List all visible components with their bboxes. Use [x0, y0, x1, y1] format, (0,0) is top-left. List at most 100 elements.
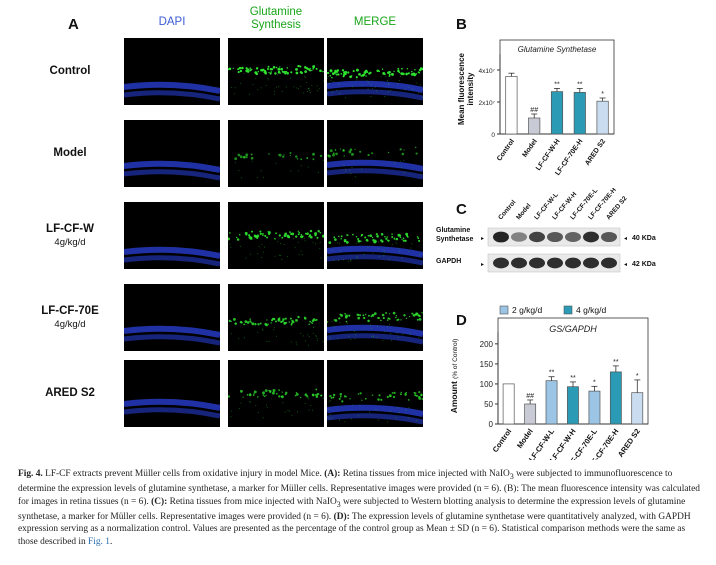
blot-arrow: ◂	[624, 236, 627, 242]
y-tick-label: 100	[480, 380, 494, 389]
legend-label: 4 g/kg/d	[576, 305, 607, 315]
lane-label: Model	[515, 202, 533, 221]
caption-text: The expression levels of glutamine synth…	[18, 511, 691, 547]
blot-arrow: ▸	[481, 236, 484, 242]
column-header-line: MERGE	[353, 16, 397, 28]
merge-fluorescence-image	[327, 232, 423, 266]
significance-mark: **	[554, 81, 560, 88]
bar	[573, 92, 586, 135]
caption-c-label: (C):	[151, 496, 168, 507]
green-fluorescence-image	[228, 229, 324, 260]
image-tile	[228, 120, 324, 187]
blue-fluorescence-image	[124, 246, 220, 267]
bar	[567, 386, 579, 425]
caption-text: were subjected to immunofluorescence to …	[18, 469, 700, 507]
image-tile	[327, 38, 423, 105]
image-tile	[228, 360, 324, 427]
figure-caption: Fig. 4. LF-CF extracts prevent Müller ce…	[18, 468, 700, 548]
merge-fluorescence-image	[327, 311, 423, 345]
blot-band	[583, 257, 599, 269]
legend-label: 2 g/kg/d	[512, 305, 543, 315]
blot-band	[565, 257, 581, 269]
green-fluorescence-image	[228, 315, 324, 346]
bar	[545, 380, 558, 425]
y-axis-label: Amount (% of Control)	[449, 339, 459, 414]
row-label: LF-CF-W 4g/kg/d	[20, 222, 120, 250]
y-tick-label: 2x10⁷	[479, 100, 496, 107]
chart-title: Glutamine Synthetase	[518, 45, 597, 54]
y-tick-label: 0	[491, 132, 495, 139]
blot-band	[493, 231, 509, 243]
significance-mark: **	[549, 370, 555, 377]
panel-b-chart: Glutamine Synthetase Mean fluorescence int…	[457, 39, 615, 177]
legend-swatch	[563, 305, 573, 315]
row-label: Control	[20, 64, 120, 78]
column-header-glutamine: Glutamine Synthesis	[228, 6, 324, 32]
image-tile	[228, 202, 324, 269]
panel-d-chart: 2 g/kg/d 4 g/kg/d GS/GAPDH Amount (% of Con…	[449, 305, 649, 460]
caption-d-label: (D):	[333, 511, 350, 522]
y-tick-label: 150	[480, 360, 494, 369]
blot-band	[529, 257, 545, 269]
image-tile	[228, 38, 324, 105]
kda-label: 40 KDa	[632, 235, 656, 242]
category-label: Control	[491, 427, 514, 454]
bar	[588, 390, 601, 425]
caption-subscript: 3	[336, 499, 341, 509]
panel-a-letter: A	[68, 16, 79, 33]
image-tile	[124, 38, 220, 105]
blot-band	[565, 232, 581, 242]
row-label: LF-CF-70E 4g/kg/d	[20, 304, 120, 332]
bar	[505, 76, 518, 135]
panel-d-letter: D	[456, 312, 467, 329]
scalebar-line	[388, 448, 410, 450]
figure-1-link[interactable]: Fig. 1	[88, 536, 110, 547]
row-label-dose: 4g/kg/d	[54, 237, 86, 248]
blue-fluorescence-image	[124, 81, 220, 102]
image-tile	[124, 202, 220, 269]
significance-mark: **	[577, 81, 583, 88]
y-axis-unit: (% of Control)	[452, 339, 459, 379]
blot-arrow: ▸	[481, 262, 484, 268]
bar	[524, 403, 537, 425]
significance-mark: *	[601, 91, 604, 98]
blue-fluorescence-image	[124, 160, 220, 181]
blot-band	[601, 231, 617, 243]
panel-c-letter: C	[456, 201, 467, 218]
blue-fluorescence-image	[124, 325, 220, 346]
y-tick-label: 0	[489, 420, 494, 429]
lane-label: Control	[497, 199, 517, 221]
caption-text: LF-CF extracts prevent Müller cells from…	[42, 469, 325, 479]
bar	[596, 100, 609, 135]
bar	[502, 383, 515, 425]
category-label: Control	[496, 138, 516, 162]
blot-band	[493, 257, 509, 269]
significance-mark: **	[570, 375, 576, 382]
image-tile	[124, 360, 220, 427]
image-tile	[124, 120, 220, 187]
legend-swatch	[499, 305, 509, 315]
caption-a-label: (A):	[324, 469, 341, 479]
significance-mark: ##	[530, 107, 538, 114]
image-tile	[327, 120, 423, 187]
y-axis-label: intensity	[466, 72, 475, 105]
caption-text: Retina tissues from mice injected with N…	[167, 496, 337, 507]
row-label-name: LF-CF-W	[46, 223, 94, 235]
category-label: Model	[515, 427, 535, 450]
merge-fluorescence-image	[327, 146, 423, 180]
green-fluorescence-image	[234, 152, 324, 179]
caption-text: were subjected to Western blotting analy…	[18, 496, 686, 522]
row-label-name: Control	[49, 65, 91, 77]
caption-text: Retina tissues from mice injected with N…	[340, 469, 510, 479]
scalebar-label: 50 μm	[386, 437, 410, 446]
image-tile	[327, 284, 423, 351]
y-tick-label: 200	[480, 340, 494, 349]
blot-row-label: Glutamine	[436, 227, 470, 234]
column-header-dapi: DAPI	[124, 16, 220, 29]
caption-text: .	[109, 536, 113, 547]
blot-band	[511, 257, 527, 269]
blot-band	[601, 257, 617, 269]
y-tick-label: 50	[484, 400, 493, 409]
image-tile	[327, 202, 423, 269]
